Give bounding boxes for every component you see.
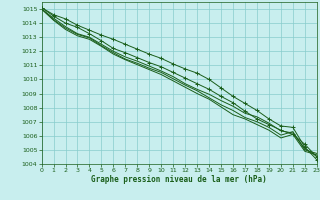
X-axis label: Graphe pression niveau de la mer (hPa): Graphe pression niveau de la mer (hPa) [91, 175, 267, 184]
